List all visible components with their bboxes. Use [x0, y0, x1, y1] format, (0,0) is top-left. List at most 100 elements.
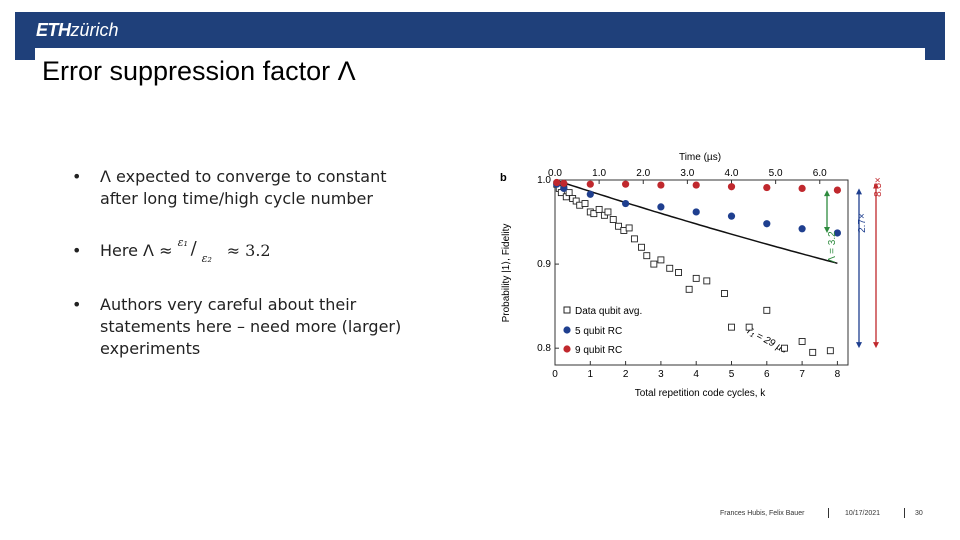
bullet-marker: • — [72, 167, 82, 186]
data-qubit-point — [692, 274, 700, 282]
nine-qubit-point — [833, 186, 842, 194]
factor-27-arrow-head — [856, 342, 862, 349]
nine-qubit-point — [586, 180, 594, 188]
x-tick-label: 7 — [799, 369, 805, 380]
x-tick-label: 1 — [588, 369, 594, 380]
data-qubit-point — [826, 347, 834, 355]
legend-label: Data qubit avg. — [575, 306, 642, 317]
data-qubit-point — [590, 210, 598, 218]
footer-page-number: 30 — [915, 510, 923, 517]
legend-label: 5 qubit RC — [575, 326, 622, 337]
nine-qubit-point — [798, 184, 806, 193]
fraction-denominator: ε₂ — [201, 252, 212, 265]
legend-swatch — [563, 306, 571, 314]
data-qubit-point — [798, 338, 806, 345]
y-tick-label: 1.0 — [537, 175, 551, 186]
footer-date: 10/17/2021 — [845, 510, 881, 517]
factor-27-label: 2.7× — [857, 213, 868, 233]
x-tick-label: 5 — [729, 369, 735, 380]
data-qubit-point — [657, 256, 665, 264]
legend-label: 9 qubit RC — [575, 345, 622, 356]
top-tick-label: 0.0 — [548, 168, 562, 179]
lambda-arrow-head — [824, 190, 830, 197]
x-tick-label: 2 — [623, 369, 629, 380]
data-qubit-point — [781, 344, 788, 352]
nine-qubit-point — [763, 183, 771, 192]
five-qubit-point — [727, 212, 736, 220]
factor-85-arrow-head — [873, 342, 879, 349]
bullet-text-suffix: ≈ 3.2 — [226, 241, 271, 260]
eth-logo: ETHzürich — [36, 20, 119, 40]
x-tick-label: 8 — [835, 369, 841, 380]
data-qubit-point — [638, 243, 645, 251]
top-tick-label: 5.0 — [769, 168, 783, 179]
five-qubit-point — [622, 199, 630, 208]
top-axis-label: Time (µs) — [679, 152, 721, 163]
bullet-text-line: Λ expected to converge to constant — [100, 167, 387, 186]
bullet-text-line: experiments — [100, 339, 201, 358]
top-tick-label: 6.0 — [813, 168, 827, 179]
footer-authors: Frances Hubis, Felix Bauer — [720, 510, 805, 517]
lambda-arrow-head — [824, 226, 830, 233]
epsilon-fraction: ε₁ / ε₂ — [178, 236, 222, 265]
nine-qubit-point — [657, 181, 665, 189]
five-qubit-point — [657, 203, 665, 211]
five-qubit-point — [798, 225, 806, 233]
panel-label: b — [500, 172, 507, 184]
bullet-lambda-converge: • Λ expected to converge to constant aft… — [70, 166, 387, 210]
y-tick-label: 0.8 — [537, 343, 551, 354]
bullet-marker: • — [72, 241, 82, 260]
nine-qubit-point — [560, 179, 568, 187]
data-qubit-point — [666, 264, 674, 272]
nine-qubit-point — [553, 178, 561, 187]
data-qubit-point — [720, 290, 728, 297]
lambda-label: Λ = 3.2 — [827, 231, 838, 263]
x-tick-label: 4 — [693, 369, 699, 380]
data-qubit-point — [609, 216, 617, 223]
five-qubit-point — [586, 190, 594, 198]
footer-separator — [828, 508, 829, 518]
x-tick-label: 3 — [658, 369, 664, 380]
nine-qubit-point — [692, 181, 700, 189]
bullet-text-prefix: Here Λ ≈ — [100, 241, 173, 260]
top-tick-label: 1.0 — [592, 168, 606, 179]
data-qubit-point — [581, 200, 589, 207]
data-qubit-point — [809, 348, 817, 356]
y-tick-label: 0.9 — [537, 259, 551, 270]
bullet-marker: • — [72, 295, 82, 314]
five-qubit-point — [560, 184, 568, 193]
decay-fit-line — [554, 179, 838, 265]
data-qubit-point — [565, 189, 573, 197]
bullet-text-line: Authors very careful about their — [100, 295, 357, 314]
factor-85-arrow-head — [873, 182, 879, 189]
data-qubit-point — [595, 205, 603, 213]
data-qubit-point — [728, 323, 735, 331]
top-tick-label: 2.0 — [636, 168, 650, 179]
fraction-numerator: ε₁ — [177, 236, 188, 249]
data-qubit-point — [675, 269, 683, 276]
data-qubit-point — [685, 285, 693, 293]
bullet-lambda-value: • Here Λ ≈ ε₁ / ε₂ ≈ 3.2 — [70, 236, 271, 265]
data-qubit-point — [763, 306, 771, 314]
data-qubit-point — [643, 252, 651, 260]
data-qubit-point — [615, 222, 622, 230]
factor-27-arrow-head — [856, 188, 862, 195]
legend-swatch — [563, 345, 571, 353]
nine-qubit-point — [622, 180, 630, 188]
fidelity-chart: b Time (µs) Total repetition code cycles… — [500, 152, 884, 399]
legend-swatch — [563, 326, 571, 334]
bullet-authors-careful: • Authors very careful about their state… — [70, 294, 401, 360]
slide-title: Error suppression factor Λ — [42, 56, 356, 86]
nine-qubit-point — [727, 183, 736, 191]
data-qubit-point — [572, 197, 580, 205]
y-axis-label: Probability |1⟩, Fidelity — [501, 224, 512, 323]
footer-separator — [904, 508, 905, 518]
data-qubit-point — [703, 277, 711, 285]
data-qubit-point — [650, 260, 658, 268]
five-qubit-point — [763, 220, 771, 228]
factor-85-label: 8.5× — [873, 177, 884, 197]
bullet-text-line: statements here – need more (larger) — [100, 317, 402, 336]
x-tick-label: 6 — [764, 369, 770, 380]
five-qubit-point — [692, 208, 700, 216]
bullet-text-line: after long time/high cycle number — [100, 189, 373, 208]
